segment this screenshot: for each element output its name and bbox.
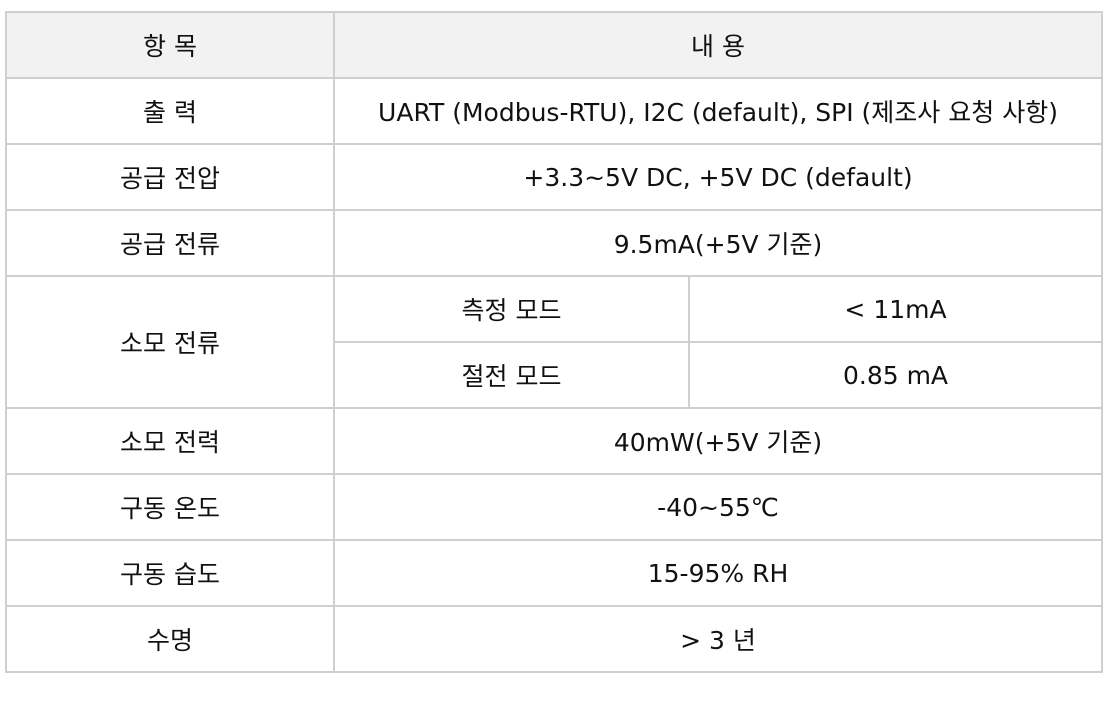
table-header-row: 항 목 내 용 bbox=[5, 11, 1104, 79]
table-row: 소모 전류 측정 모드 < 11mA bbox=[5, 275, 1104, 409]
item-label: 구동 습도 bbox=[5, 539, 335, 607]
item-value: 40mW(+5V 기준) bbox=[332, 407, 1104, 475]
spec-table: 항 목 내 용 출 력 UART (Modbus-RTU), I2C (defa… bbox=[5, 11, 1104, 673]
item-label: 공급 전압 bbox=[5, 143, 335, 211]
item-label: 소모 전류 bbox=[5, 275, 335, 409]
item-value: 15-95% RH bbox=[332, 539, 1104, 607]
item-value: > 3 년 bbox=[332, 605, 1104, 673]
table-row: 소모 전력 40mW(+5V 기준) bbox=[5, 407, 1104, 475]
item-label: 공급 전류 bbox=[5, 209, 335, 277]
table-row: 절전 모드 0.85 mA bbox=[6, 341, 1104, 409]
item-value: 9.5mA(+5V 기준) bbox=[332, 209, 1104, 277]
item-value: UART (Modbus-RTU), I2C (default), SPI (제… bbox=[332, 77, 1104, 145]
table-row: 출 력 UART (Modbus-RTU), I2C (default), SP… bbox=[5, 77, 1104, 145]
mode-value: 0.85 mA bbox=[687, 341, 1104, 409]
table-row: 공급 전류 9.5mA(+5V 기준) bbox=[5, 209, 1104, 277]
item-label: 출 력 bbox=[5, 77, 335, 145]
item-label: 수명 bbox=[5, 605, 335, 673]
header-item: 항 목 bbox=[5, 11, 335, 79]
table-row: 구동 온도 -40~55℃ bbox=[5, 473, 1104, 541]
mode-label: 측정 모드 bbox=[333, 275, 690, 343]
item-value: +3.3~5V DC, +5V DC (default) bbox=[332, 143, 1104, 211]
item-label: 구동 온도 bbox=[5, 473, 335, 541]
item-label: 소모 전력 bbox=[5, 407, 335, 475]
table-row: 공급 전압 +3.3~5V DC, +5V DC (default) bbox=[5, 143, 1104, 211]
mode-label: 절전 모드 bbox=[333, 341, 690, 409]
header-content: 내 용 bbox=[332, 11, 1104, 79]
table-row: 구동 습도 15-95% RH bbox=[5, 539, 1104, 607]
item-value: -40~55℃ bbox=[332, 473, 1104, 541]
mode-value: < 11mA bbox=[687, 275, 1104, 343]
table-row: 수명 > 3 년 bbox=[5, 605, 1104, 673]
